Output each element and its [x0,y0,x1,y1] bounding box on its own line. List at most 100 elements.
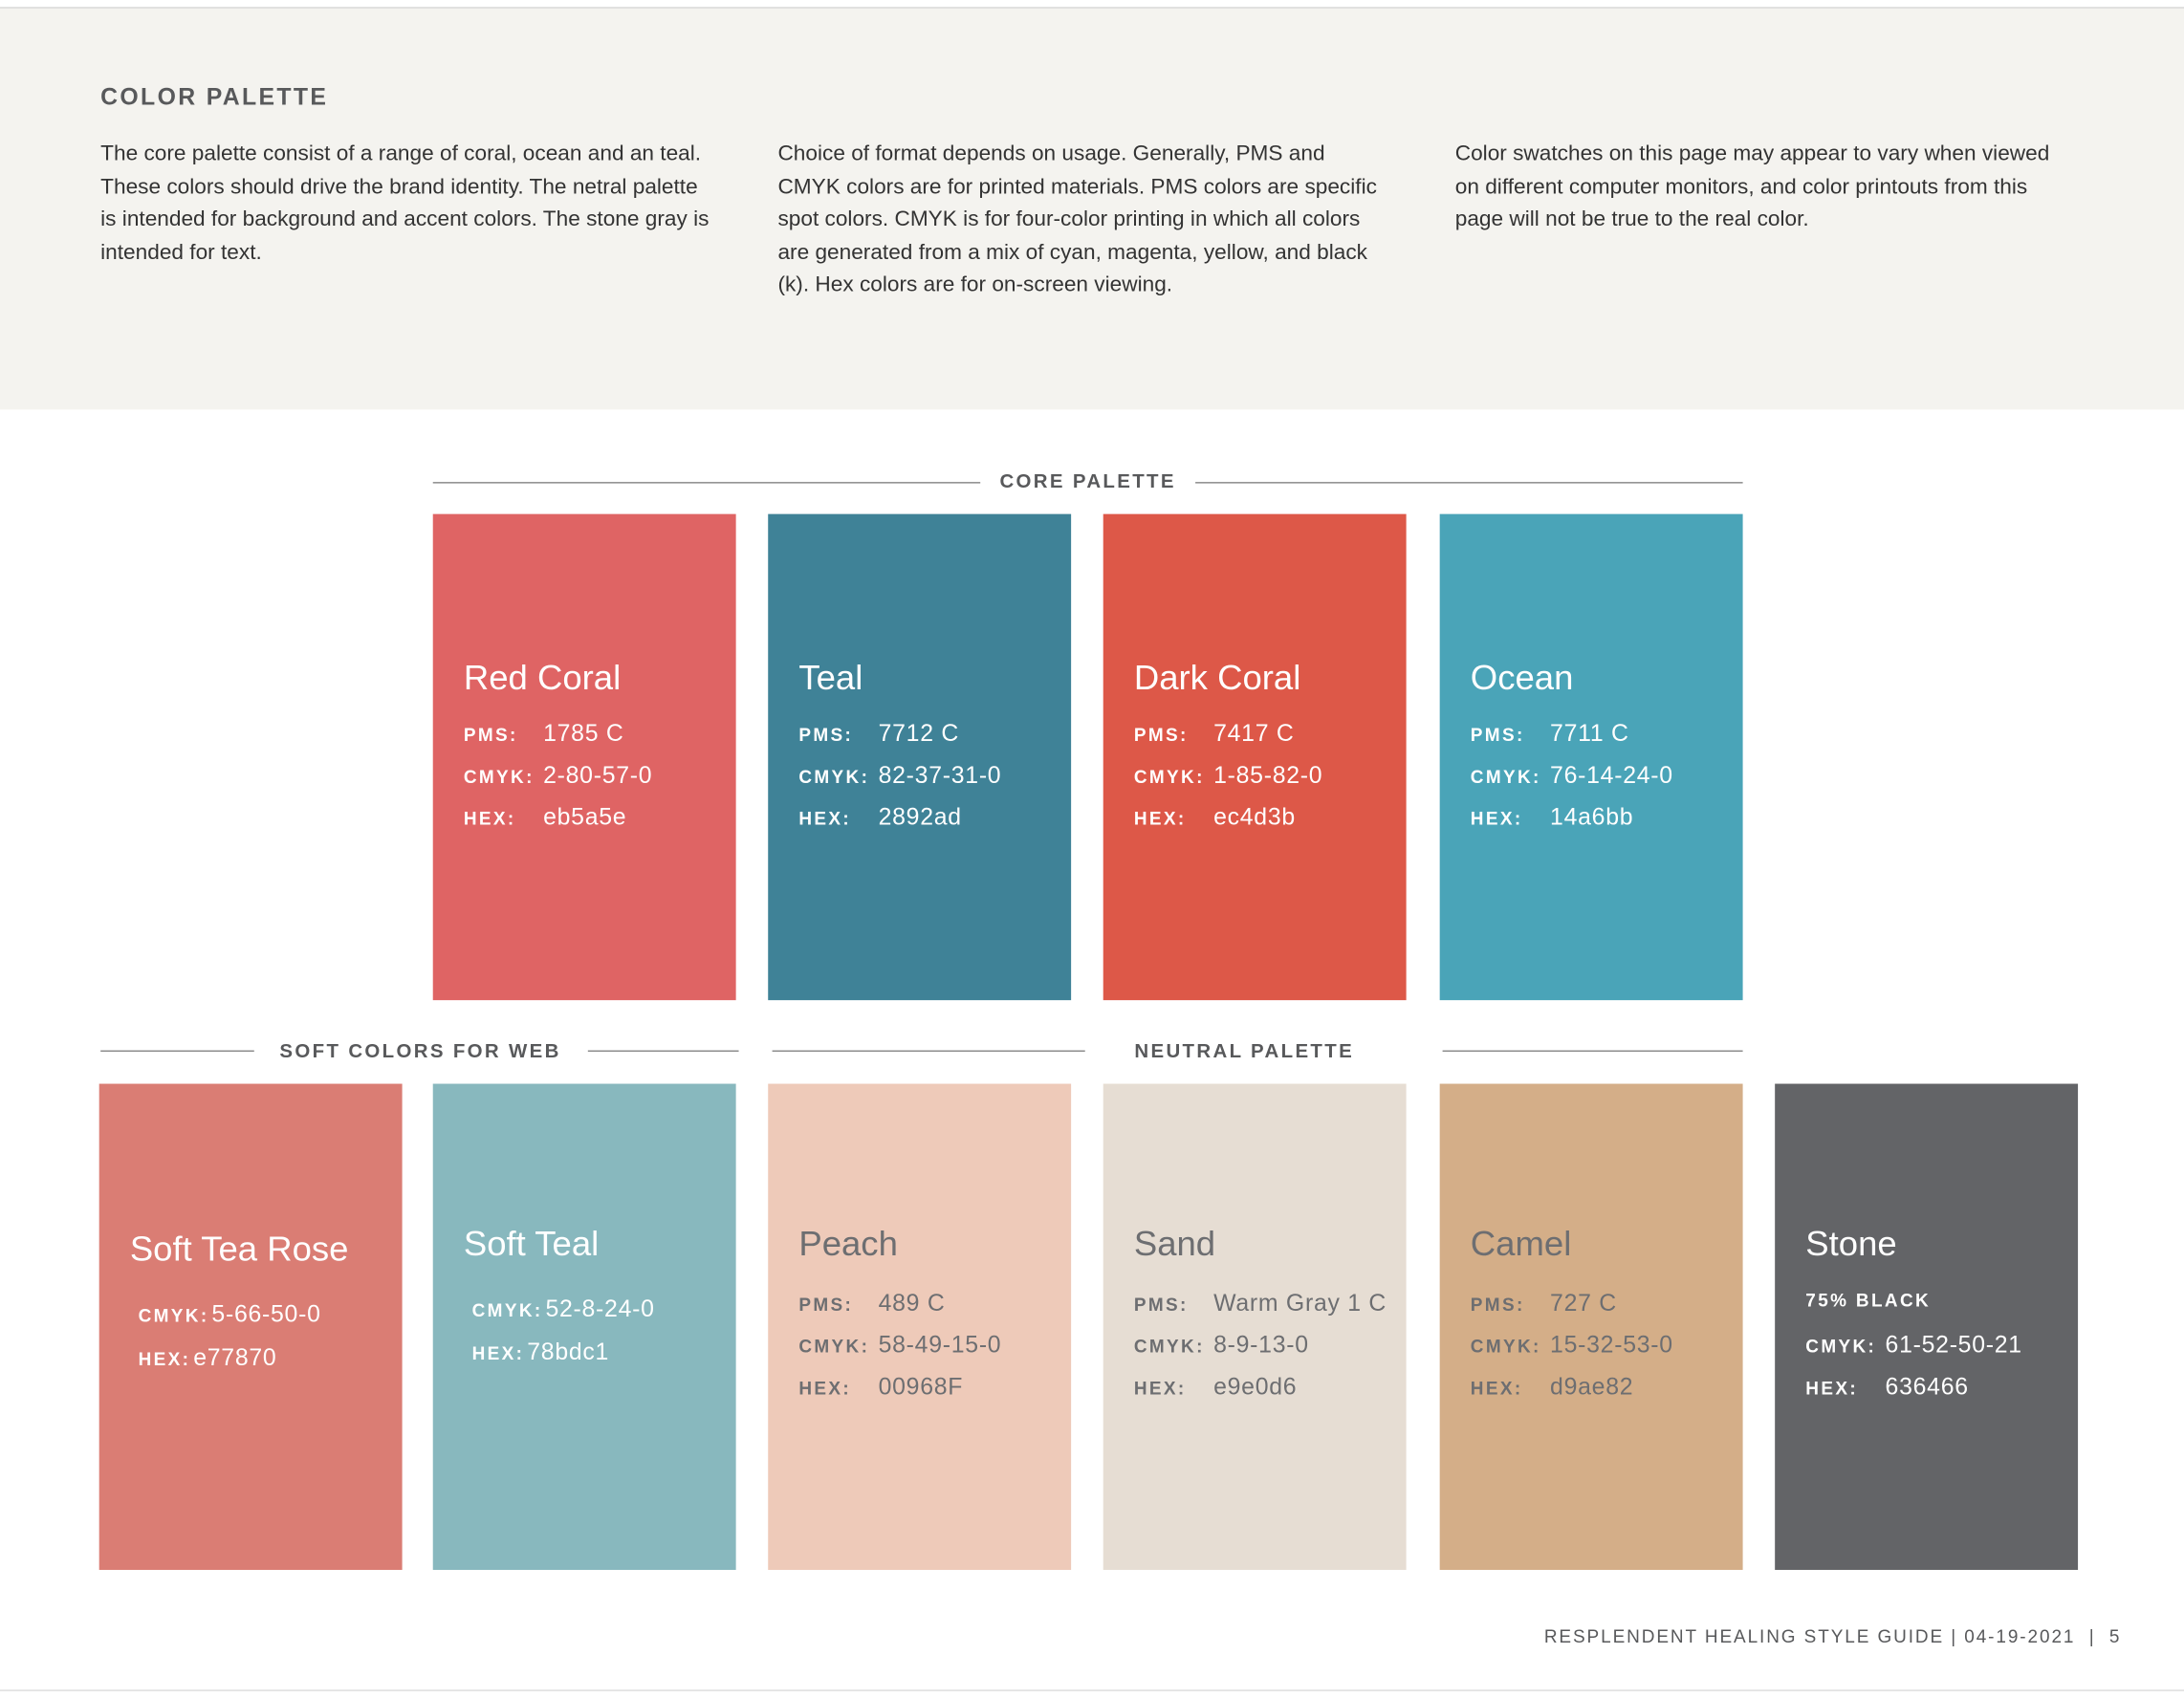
field-label: HEX: [1133,808,1187,829]
color-swatch: Red Coral PMS: 1785 C CMYK: 2-80-57-0 HEX: eb5… [432,513,736,1001]
field-label: CMYK: [471,1299,543,1321]
field-value: 1785 C [543,720,624,747]
swatch-name: Stone [1805,1224,1897,1264]
field-value: 489 C [878,1290,946,1317]
swatch-field: CMYK: 82-37-31-0 [798,762,1001,790]
swatch-field: HEX: 78bdc1 [472,1339,609,1366]
field-label: CMYK: [1133,1336,1205,1358]
swatch-field: PMS: 7711 C [1471,720,1629,748]
swatch-name: Soft Teal [463,1224,600,1264]
swatch-field: CMYK: 52-8-24-0 [472,1295,655,1323]
field-label: CMYK: [798,1336,870,1358]
color-swatch: Peach PMS: 489 C CMYK: 58-49-15-0 HEX: 00968F [768,1083,1072,1571]
field-label: CMYK: [1133,766,1205,788]
field-value: 5-66-50-0 [211,1300,321,1328]
field-label: PMS: [1470,724,1525,746]
footer: RESPLENDENT HEALING STYLE GUIDE | 04-19-… [1543,1625,2122,1647]
field-label: PMS: [1133,724,1189,746]
color-swatch: Teal PMS: 7712 C CMYK: 82-37-31-0 HEX: 2892ad [768,513,1072,1001]
swatch-field: CMYK: 76-14-24-0 [1471,762,1673,790]
swatch-field: PMS: 489 C [798,1290,945,1317]
swatch-field: CMYK: 5-66-50-0 [139,1301,321,1329]
swatch-field: CMYK: 15-32-53-0 [1471,1332,1673,1360]
intro-band [0,7,2184,410]
field-label: 75% BLACK [1805,1290,1932,1312]
swatch-field: CMYK: 58-49-15-0 [798,1332,1001,1360]
field-value: 52-8-24-0 [545,1295,655,1322]
field-value: 8-9-13-0 [1213,1331,1309,1359]
swatch-name: Red Coral [463,659,622,698]
swatch-field: HEX: eb5a5e [464,804,626,832]
field-label: CMYK: [798,766,870,788]
page-border [0,1689,2184,1691]
field-label: CMYK: [1470,766,1541,788]
swatch-field: CMYK: 1-85-82-0 [1134,762,1322,790]
field-value: 00968F [878,1373,964,1401]
swatch-field: 75% BLACK [1805,1290,1931,1311]
swatch-field: HEX: e9e0d6 [1134,1374,1297,1402]
field-label: CMYK: [1805,1336,1877,1358]
field-value: Warm Gray 1 C [1213,1290,1387,1317]
swatch-field: CMYK: 2-80-57-0 [464,762,652,790]
swatch-name: Dark Coral [1133,659,1301,698]
field-label: HEX: [1470,1377,1523,1399]
field-value: 1-85-82-0 [1213,761,1323,789]
field-value: 7417 C [1213,720,1295,747]
swatch-name: Sand [1133,1224,1216,1264]
field-value: e77870 [193,1344,277,1371]
field-label: HEX: [1133,1377,1187,1399]
field-value: 636466 [1885,1373,1969,1401]
field-label: CMYK: [1470,1336,1541,1358]
intro-paragraph: Choice of format depends on usage. Gener… [777,142,1377,297]
swatch-field: CMYK: 8-9-13-0 [1134,1332,1309,1360]
field-label: CMYK: [138,1305,209,1327]
field-value: 61-52-50-21 [1885,1331,2022,1359]
field-value: 76-14-24-0 [1550,761,1673,789]
field-label: HEX: [471,1342,525,1364]
field-value: d9ae82 [1550,1373,1634,1401]
field-value: 2-80-57-0 [543,761,653,789]
field-label: HEX: [1805,1377,1859,1399]
divider [432,482,981,484]
field-label: PMS: [463,724,518,746]
field-label: PMS: [798,724,854,746]
field-label: HEX: [798,808,852,829]
color-swatch: Camel PMS: 727 C CMYK: 15-32-53-0 HEX: d9ae82 [1439,1083,1743,1571]
swatch-field: PMS: 7712 C [798,720,959,748]
field-label: HEX: [1470,808,1523,829]
swatch-name: Peach [798,1224,898,1264]
color-swatch: Soft Teal CMYK: 52-8-24-0 HEX: 78bdc1 [432,1083,736,1571]
divider [1442,1050,1743,1053]
field-value: 7712 C [878,720,960,747]
field-value: 14a6bb [1550,803,1634,831]
swatch-field: HEX: 2892ad [798,804,961,832]
field-label: PMS: [798,1294,854,1316]
swatch-name: Teal [798,659,863,698]
divider [1195,482,1743,484]
swatch-field: PMS: 1785 C [464,720,624,748]
swatch-field: HEX: 14a6bb [1471,804,1633,832]
color-swatch: Sand PMS: Warm Gray 1 C CMYK: 8-9-13-0 HEX: e9… [1103,1083,1407,1571]
swatch-field: PMS: 727 C [1471,1290,1617,1317]
swatch-field: HEX: d9ae82 [1471,1374,1633,1402]
page-title: COLOR PALETTE [100,83,329,111]
field-label: HEX: [463,808,516,829]
field-value: 7711 C [1550,720,1629,747]
swatch-field: HEX: ec4d3b [1134,804,1296,832]
field-value: ec4d3b [1213,803,1296,831]
color-swatch: Dark Coral PMS: 7417 C CMYK: 1-85-82-0 HEX: ec… [1103,513,1407,1001]
divider [100,1050,254,1053]
color-swatch: Stone 75% BLACK CMYK: 61-52-50-21 HEX: 636466 [1775,1083,2079,1571]
field-label: HEX: [138,1348,191,1370]
section-label: CORE PALETTE [999,469,1176,492]
swatch-name: Ocean [1470,659,1574,698]
divider [772,1050,1085,1053]
intro-paragraph: Color swatches on this page may appear t… [1454,142,2050,231]
field-label: HEX: [798,1377,852,1399]
field-value: e9e0d6 [1213,1373,1298,1401]
swatch-name: Soft Tea Rose [129,1230,349,1270]
field-label: PMS: [1133,1294,1189,1316]
swatch-field: PMS: 7417 C [1134,720,1295,748]
